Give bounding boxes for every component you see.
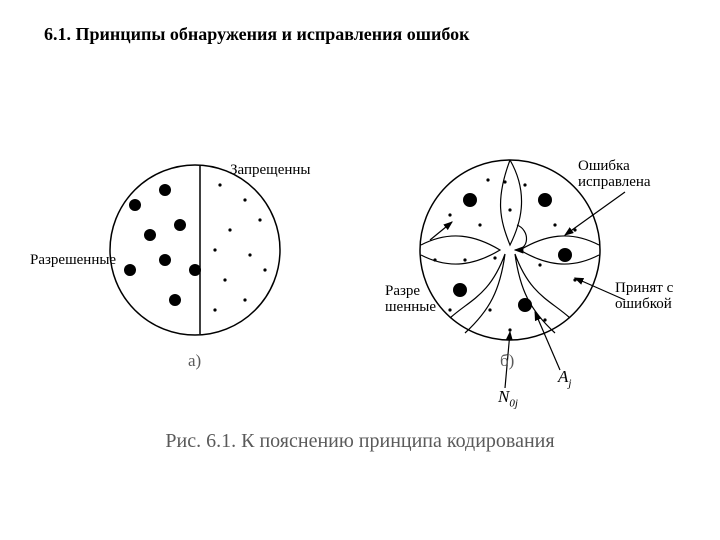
fig-b-sublabel: б)	[500, 352, 514, 371]
fig-b-label-N0j: N0j	[498, 388, 518, 409]
fig-b-label-recerr2: ошибкой	[615, 296, 672, 313]
fig-b-label-errfix2: исправлена	[578, 174, 651, 191]
fig-a-circle	[110, 165, 280, 335]
fig-a-label-forbidden: Запрещенны	[230, 162, 311, 179]
fig-b-label-allowed2: шенные	[385, 299, 436, 316]
fig-b-label-errfix1: Ошибка	[578, 158, 630, 175]
fig-b-circle	[420, 160, 600, 340]
fig-b-label-allowed1: Разре	[385, 283, 420, 300]
fig-a-sublabel: а)	[188, 352, 201, 371]
fig-b-label-recerr1: Принят с	[615, 280, 673, 297]
figure-caption: Рис. 6.1. К пояснению принципа кодирован…	[0, 430, 720, 453]
fig-b-label-Aj: Aj	[558, 368, 571, 389]
figure-a-svg	[0, 0, 720, 540]
fig-a-label-allowed: Разрешенные	[30, 252, 116, 269]
